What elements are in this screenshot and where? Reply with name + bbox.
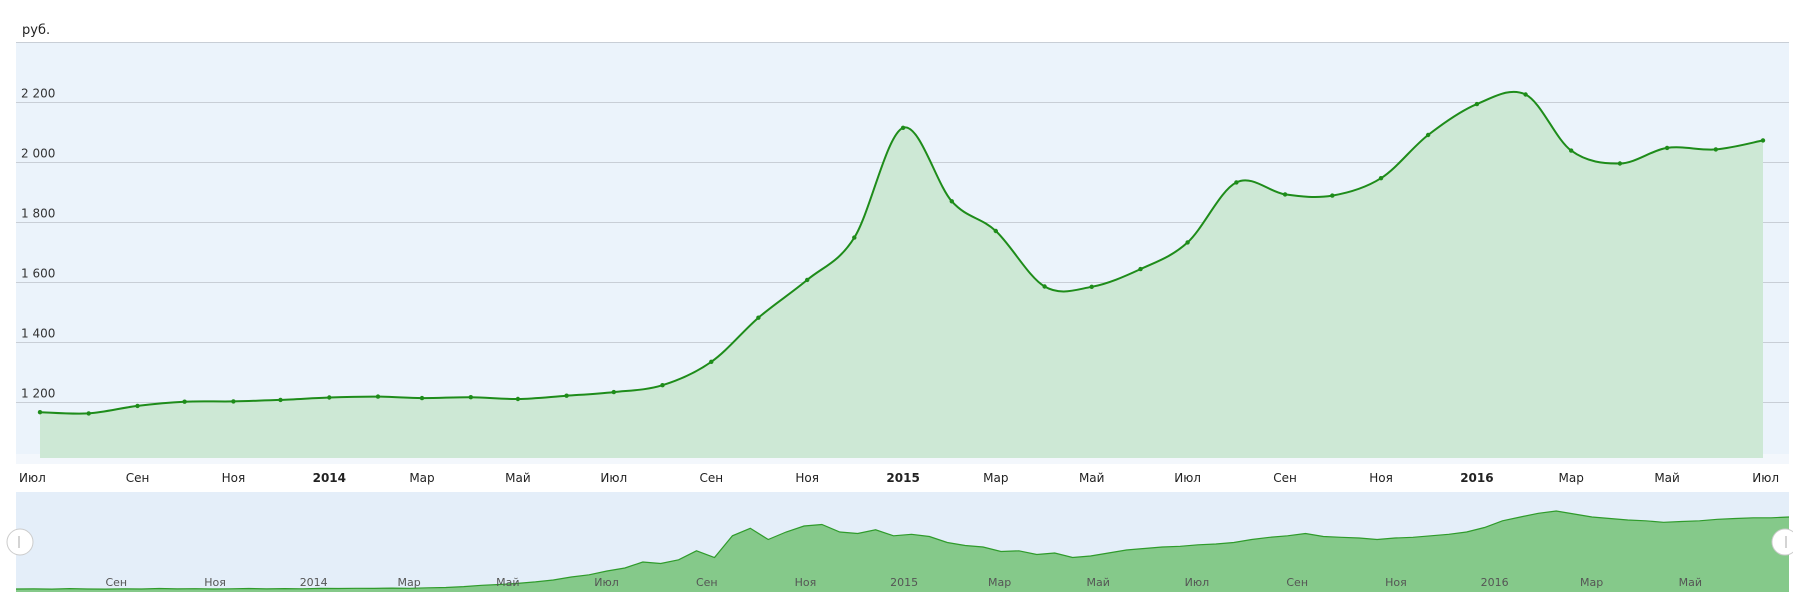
data-point[interactable] <box>709 359 714 364</box>
data-point[interactable] <box>1425 132 1431 138</box>
data-point[interactable] <box>1617 161 1623 166</box>
navigator-tick-label: Сен <box>1286 576 1308 589</box>
series-points-layer <box>37 92 1766 416</box>
data-point[interactable] <box>993 228 998 234</box>
data-point[interactable] <box>611 389 616 395</box>
data-point[interactable] <box>660 383 665 388</box>
data-point[interactable] <box>805 277 810 283</box>
navigator-tick-label: Ноя <box>1385 576 1407 589</box>
navigator-handle-left[interactable] <box>6 528 34 556</box>
data-point[interactable] <box>231 399 236 404</box>
data-point[interactable] <box>1523 92 1528 97</box>
y-axis-unit-label: руб. <box>22 23 50 38</box>
series-area <box>40 91 1763 459</box>
data-point[interactable] <box>1760 138 1766 143</box>
data-point[interactable] <box>1713 147 1719 152</box>
x-tick-label: Мар <box>983 471 1008 485</box>
data-point[interactable] <box>182 399 187 404</box>
navigator-tick-label: Май <box>1087 576 1110 589</box>
data-point[interactable] <box>86 411 91 416</box>
x-tick-label: Май <box>1654 471 1680 485</box>
navigator-tick-label: Мар <box>397 576 420 589</box>
y-tick-label: 2 200 <box>21 87 55 101</box>
data-point[interactable] <box>1330 193 1335 198</box>
y-tick-label: 2 000 <box>21 147 55 161</box>
data-point[interactable] <box>37 410 43 415</box>
x-tick-label: Ноя <box>1369 471 1393 485</box>
x-tick-label: Июл <box>600 471 627 485</box>
y-tick-label: 1 400 <box>21 327 55 341</box>
data-point[interactable] <box>1569 148 1574 153</box>
data-point[interactable] <box>327 395 332 400</box>
x-tick-label: Сен <box>1273 471 1297 485</box>
data-point[interactable] <box>515 396 521 402</box>
x-tick-label: 2015 <box>886 471 919 485</box>
data-point[interactable] <box>419 395 425 401</box>
data-point[interactable] <box>375 394 381 399</box>
data-point[interactable] <box>1089 284 1094 289</box>
navigator-tick-label: Сен <box>105 576 127 589</box>
navigator-line <box>15 510 1790 590</box>
navigator-tick-label: Ноя <box>204 576 226 589</box>
x-tick-label: Мар <box>409 471 434 485</box>
y-tick-labels: 1 200 1 400 1 600 1 800 2 000 2 200 <box>21 87 55 401</box>
navigator-handle-right[interactable] <box>1771 528 1793 556</box>
data-point[interactable] <box>1138 266 1143 272</box>
x-tick-label: Сен <box>699 471 723 485</box>
navigator-tick-label: 2015 <box>890 576 918 589</box>
x-tick-label: 2016 <box>1460 471 1493 485</box>
data-point[interactable] <box>1185 240 1190 245</box>
navigator-tick-label: Май <box>496 576 519 589</box>
navigator-tick-label: Мар <box>988 576 1011 589</box>
navigator-tick-label: Мар <box>1580 576 1603 589</box>
data-point[interactable] <box>900 125 906 130</box>
x-tick-labels: Июл Сен Ноя 2014 Мар Май Июл Сен Ноя 2015 Мар Май Ию… <box>19 471 1779 485</box>
data-point[interactable] <box>1282 192 1288 197</box>
navigator-tick-label: Сен <box>696 576 718 589</box>
x-tick-label: Сен <box>126 471 150 485</box>
navigator-tick-label: Июл <box>594 576 619 589</box>
navigator-tick-label: Июл <box>1185 576 1210 589</box>
data-point[interactable] <box>756 315 761 320</box>
data-point[interactable] <box>1042 284 1047 289</box>
navigator-tick-label: Май <box>1679 576 1702 589</box>
navigator-tick-labels: Сен Ноя 2014 Мар Май Июл Сен Ноя 2015 Мар Май Июл Се… <box>105 576 1702 589</box>
y-tick-label: 1 200 <box>21 387 55 401</box>
navigator-area <box>16 511 1789 592</box>
data-point[interactable] <box>1234 180 1239 185</box>
data-point[interactable] <box>1664 145 1670 151</box>
data-point[interactable] <box>564 393 569 398</box>
x-tick-label: Май <box>1079 471 1105 485</box>
x-tick-label: Ноя <box>795 471 819 485</box>
data-point[interactable] <box>1378 176 1384 181</box>
navigator-tick-label: 2016 <box>1481 576 1509 589</box>
navigator-tick-label: Ноя <box>795 576 817 589</box>
navigator-tick-label: 2014 <box>300 576 328 589</box>
data-point[interactable] <box>1474 101 1480 107</box>
data-point[interactable] <box>468 395 473 400</box>
x-tick-label: 2014 <box>313 471 346 485</box>
navigator-series-layer <box>15 510 1790 592</box>
x-tick-label: Ноя <box>222 471 246 485</box>
plot-bottom-band <box>16 454 1789 464</box>
x-tick-label: Мар <box>1559 471 1584 485</box>
data-point[interactable] <box>949 199 954 204</box>
data-point[interactable] <box>852 235 857 240</box>
data-point[interactable] <box>135 403 140 409</box>
x-tick-label: Июл <box>19 471 46 485</box>
x-tick-label: Июл <box>1174 471 1201 485</box>
data-point[interactable] <box>278 397 283 403</box>
x-tick-label: Июл <box>1752 471 1779 485</box>
x-tick-label: Май <box>505 471 531 485</box>
y-tick-label: 1 800 <box>21 207 55 221</box>
y-tick-label: 1 600 <box>21 267 55 281</box>
